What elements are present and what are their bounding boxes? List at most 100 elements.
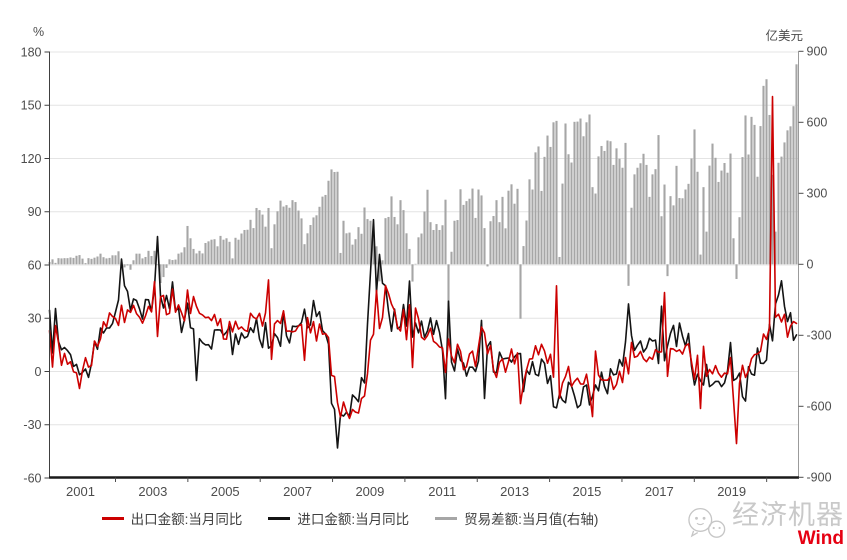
balance-bar — [588, 114, 591, 265]
balance-bar — [633, 174, 636, 265]
balance-bar — [477, 189, 480, 265]
balance-bar — [585, 122, 588, 265]
right-axis-label: -600 — [807, 400, 832, 414]
balance-bar — [261, 214, 264, 265]
balance-bar — [540, 190, 543, 265]
balance-bar — [246, 229, 249, 265]
balance-bar — [534, 152, 537, 265]
right-axis-unit-label: 亿美元 — [765, 29, 803, 43]
balance-bar — [441, 225, 444, 265]
balance-bar — [258, 210, 261, 265]
wind-logo: Wind — [797, 528, 844, 549]
balance-bar — [381, 260, 384, 265]
balance-bar — [414, 263, 417, 265]
balance-bar — [147, 250, 150, 265]
balance-bar — [465, 201, 468, 265]
balance-bar — [216, 246, 219, 265]
balance-bar — [339, 252, 342, 265]
balance-bar — [657, 135, 660, 265]
balance-bar — [279, 200, 282, 265]
balance-bar — [333, 172, 336, 265]
balance-bar — [318, 206, 321, 265]
balance-bar — [531, 189, 534, 265]
balance-bar — [636, 167, 639, 265]
balance-bar — [309, 225, 312, 265]
balance-bar — [171, 260, 174, 265]
balance-bar — [243, 229, 246, 265]
balance-bar — [492, 216, 495, 265]
balance-bar — [741, 157, 744, 265]
export-line — [48, 95, 798, 445]
balance-bar — [153, 250, 156, 265]
balance-bar — [501, 196, 504, 265]
balance-bar — [669, 196, 672, 265]
x-axis-label: 2003 — [138, 484, 167, 499]
balance-bar — [561, 183, 564, 265]
legend-label-trade-balance: 贸易差额:当月值(右轴) — [464, 512, 599, 527]
left-axis-label: 90 — [28, 205, 42, 219]
balance-bar — [762, 85, 765, 265]
balance-bar — [357, 227, 360, 265]
x-axis-label: 2007 — [283, 484, 312, 499]
balance-bar — [732, 238, 735, 265]
balance-bar — [705, 231, 708, 265]
balance-bar — [630, 207, 633, 265]
balance-bar — [444, 199, 447, 265]
balance-bar — [186, 225, 189, 265]
balance-bar — [498, 222, 501, 265]
right-axis-label: 0 — [807, 258, 814, 272]
balance-bar — [174, 259, 177, 265]
balance-bar — [369, 220, 372, 265]
balance-bar — [270, 248, 273, 265]
balance-bar — [600, 145, 603, 265]
balance-bar — [606, 140, 609, 265]
balance-bar — [546, 135, 549, 265]
balance-bar — [63, 258, 66, 265]
balance-bar — [219, 235, 222, 265]
balance-bar — [780, 156, 783, 265]
balance-bar — [390, 196, 393, 265]
x-axis-label: 2001 — [66, 484, 95, 499]
balance-bar — [222, 239, 225, 265]
balance-bar — [687, 183, 690, 265]
balance-bar — [663, 184, 666, 265]
balance-bar — [150, 256, 153, 265]
balance-bar — [363, 207, 366, 265]
balance-bar — [276, 211, 279, 265]
balance-bar — [594, 193, 597, 265]
balance-bar — [306, 233, 309, 265]
left-axis-label: -30 — [23, 418, 41, 432]
watermark-brand: 经济机器 — [732, 500, 844, 530]
balance-bar — [387, 216, 390, 265]
balance-bar — [399, 200, 402, 265]
balance-bar — [726, 172, 729, 265]
balance-bar — [690, 158, 693, 265]
x-axis-label: 2005 — [211, 484, 240, 499]
balance-bar — [771, 174, 774, 265]
balance-bar — [54, 262, 57, 265]
balance-bar — [126, 264, 129, 266]
balance-bar — [273, 224, 276, 265]
balance-bar — [372, 230, 375, 265]
legend-item-export-yoy: 出口金额:当月同比 — [101, 508, 243, 528]
balance-bar — [336, 171, 339, 265]
balance-bar — [582, 136, 585, 265]
balance-bar — [480, 195, 483, 265]
balance-bar — [84, 263, 87, 265]
balance-bar — [165, 264, 168, 268]
balance-bar — [288, 207, 291, 265]
balance-bar — [489, 221, 492, 265]
balance-bar — [135, 253, 138, 265]
left-axis-unit-label: % — [33, 25, 45, 39]
balance-bar — [198, 250, 201, 265]
balance-bar — [468, 198, 471, 265]
left-axis-label: 60 — [28, 258, 42, 272]
balance-bar — [753, 124, 756, 265]
balance-bar — [696, 171, 699, 265]
balance-bar — [792, 106, 795, 265]
balance-bar — [378, 264, 381, 282]
balance-bar — [702, 187, 705, 265]
legend-label-export-yoy: 出口金额:当月同比 — [130, 512, 243, 527]
balance-bar — [681, 198, 684, 265]
legend-swatch-export-yoy — [101, 516, 124, 520]
